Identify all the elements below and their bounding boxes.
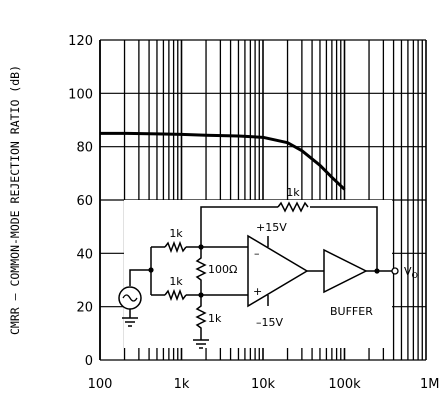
x-tick-label: 10k bbox=[251, 377, 276, 392]
middle-resistor-label: 100Ω bbox=[208, 263, 237, 276]
output-terminal bbox=[391, 267, 399, 275]
buffer bbox=[323, 248, 368, 294]
y-tick-label: 120 bbox=[68, 34, 93, 49]
cmrr-curve bbox=[100, 131, 346, 191]
input-resistor-bottom bbox=[164, 288, 187, 302]
source-ground-symbol bbox=[122, 317, 138, 327]
axis-ticks: 0 20 40 60 80 100 120 100 1k 10k 100k 1M bbox=[68, 34, 439, 392]
ground-resistor bbox=[195, 295, 207, 340]
y-tick-label: 40 bbox=[76, 247, 93, 262]
input-resistor-top-label: 1k bbox=[169, 227, 183, 240]
feedback-resistor bbox=[277, 201, 309, 213]
ground-resistor-label: 1k bbox=[208, 312, 222, 325]
middle-resistor bbox=[195, 247, 207, 295]
op-amp-minus: – bbox=[254, 247, 260, 260]
x-tick-label: 1k bbox=[174, 377, 190, 392]
input-resistor-top bbox=[164, 240, 187, 254]
y-tick-label: 60 bbox=[76, 194, 93, 209]
feedback-resistor-label: 1k bbox=[286, 186, 300, 199]
y-tick-label: 20 bbox=[76, 301, 93, 316]
output-label: VO bbox=[404, 265, 418, 280]
x-tick-label: 1M bbox=[420, 377, 440, 392]
y-tick-label: 100 bbox=[68, 87, 93, 102]
x-tick-label: 100k bbox=[328, 377, 361, 392]
test-circuit: 1k 1k 1k 100Ω 1k bbox=[118, 186, 418, 349]
y-axis-label: CMRR – COMMON-MODE REJECTION RATIO (dB) bbox=[8, 65, 22, 335]
series-group bbox=[100, 131, 346, 191]
supply-negative-label: –15V bbox=[256, 316, 283, 329]
op-amp bbox=[247, 234, 309, 308]
op-amp-plus: + bbox=[253, 285, 262, 298]
supply-positive-label: +15V bbox=[256, 221, 287, 234]
y-tick-label: 80 bbox=[76, 141, 93, 156]
input-resistor-bottom-label: 1k bbox=[169, 275, 183, 288]
node-output bbox=[374, 268, 380, 274]
x-tick-label: 100 bbox=[88, 377, 113, 392]
y-tick-label: 0 bbox=[85, 354, 93, 369]
ground-symbol bbox=[193, 339, 209, 349]
buffer-label: BUFFER bbox=[330, 305, 373, 318]
